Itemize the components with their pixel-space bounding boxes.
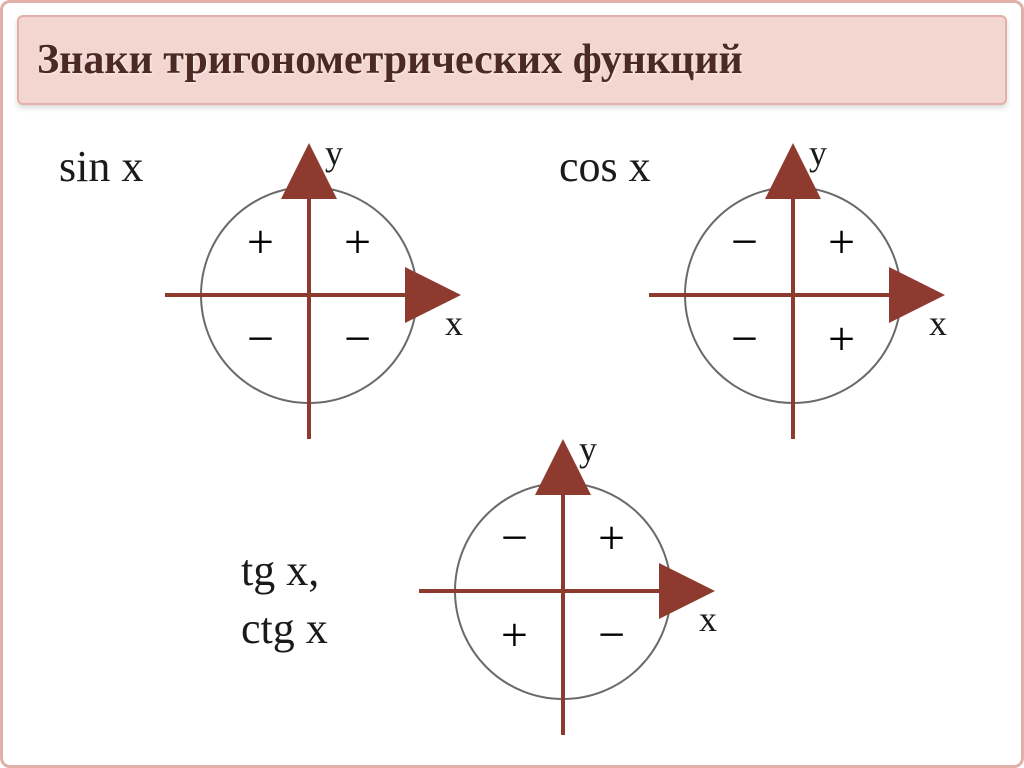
slide: Знаки тригонометрических функций sin x y… [0, 0, 1024, 768]
tan-diagram: y x + − + − [399, 427, 727, 755]
cos-diagram: y x + − − + [629, 131, 957, 459]
svg-text:+: + [828, 215, 855, 268]
svg-text:y: y [325, 133, 343, 173]
svg-text:−: − [247, 313, 274, 366]
tan-label-2: ctg x [241, 603, 328, 654]
tan-label-1: tg x, [241, 545, 319, 596]
svg-text:+: + [501, 609, 528, 662]
svg-text:x: x [929, 303, 947, 343]
sin-diagram: y x + + − − [145, 131, 473, 459]
svg-text:y: y [809, 133, 827, 173]
svg-text:−: − [344, 313, 371, 366]
svg-text:+: + [247, 215, 274, 268]
slide-title: Знаки тригонометрических функций [37, 36, 743, 84]
svg-text:+: + [344, 215, 371, 268]
sin-label: sin x [59, 141, 143, 192]
svg-text:−: − [731, 313, 758, 366]
svg-text:+: + [598, 511, 625, 564]
svg-text:−: − [598, 609, 625, 662]
svg-text:−: − [501, 511, 528, 564]
svg-text:+: + [828, 313, 855, 366]
svg-text:x: x [699, 599, 717, 639]
svg-text:y: y [579, 429, 597, 469]
svg-text:−: − [731, 215, 758, 268]
svg-text:x: x [445, 303, 463, 343]
title-box: Знаки тригонометрических функций [17, 15, 1007, 105]
